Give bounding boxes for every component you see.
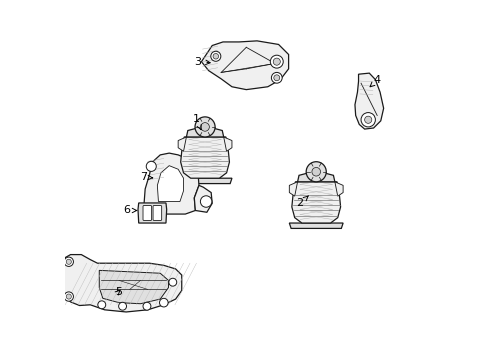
Circle shape <box>159 298 168 307</box>
Polygon shape <box>180 137 229 178</box>
Circle shape <box>201 123 209 131</box>
Polygon shape <box>144 153 199 214</box>
Circle shape <box>200 196 211 207</box>
Circle shape <box>270 55 283 68</box>
Polygon shape <box>334 182 343 196</box>
Circle shape <box>213 54 218 59</box>
Circle shape <box>273 75 279 81</box>
Polygon shape <box>60 255 182 312</box>
Circle shape <box>98 301 105 309</box>
Polygon shape <box>289 223 343 228</box>
Polygon shape <box>178 178 231 184</box>
Polygon shape <box>201 41 288 90</box>
Polygon shape <box>157 166 183 202</box>
Text: 4: 4 <box>369 75 380 87</box>
Polygon shape <box>138 203 166 223</box>
Circle shape <box>66 259 71 264</box>
Polygon shape <box>297 172 334 182</box>
Circle shape <box>273 58 280 65</box>
Polygon shape <box>194 185 212 212</box>
Polygon shape <box>99 270 168 304</box>
Circle shape <box>210 51 221 61</box>
Circle shape <box>146 161 156 171</box>
Text: 3: 3 <box>194 57 210 67</box>
Circle shape <box>305 162 325 182</box>
Circle shape <box>311 167 320 176</box>
Circle shape <box>364 116 371 123</box>
FancyBboxPatch shape <box>142 206 151 221</box>
Circle shape <box>64 292 73 301</box>
Circle shape <box>168 278 176 286</box>
Circle shape <box>271 72 282 83</box>
Circle shape <box>195 117 215 137</box>
Polygon shape <box>223 137 231 151</box>
Circle shape <box>66 294 71 299</box>
Polygon shape <box>186 127 223 137</box>
Text: 7: 7 <box>140 172 152 182</box>
Polygon shape <box>354 73 383 129</box>
Circle shape <box>360 113 375 127</box>
Polygon shape <box>291 182 340 223</box>
Text: 1: 1 <box>192 114 201 130</box>
Polygon shape <box>289 182 297 196</box>
Polygon shape <box>178 137 186 151</box>
Circle shape <box>64 257 73 266</box>
Text: 2: 2 <box>296 196 308 208</box>
Text: 5: 5 <box>115 287 122 297</box>
Text: 6: 6 <box>123 206 136 216</box>
FancyBboxPatch shape <box>153 206 162 221</box>
Circle shape <box>119 302 126 310</box>
Circle shape <box>142 302 151 310</box>
